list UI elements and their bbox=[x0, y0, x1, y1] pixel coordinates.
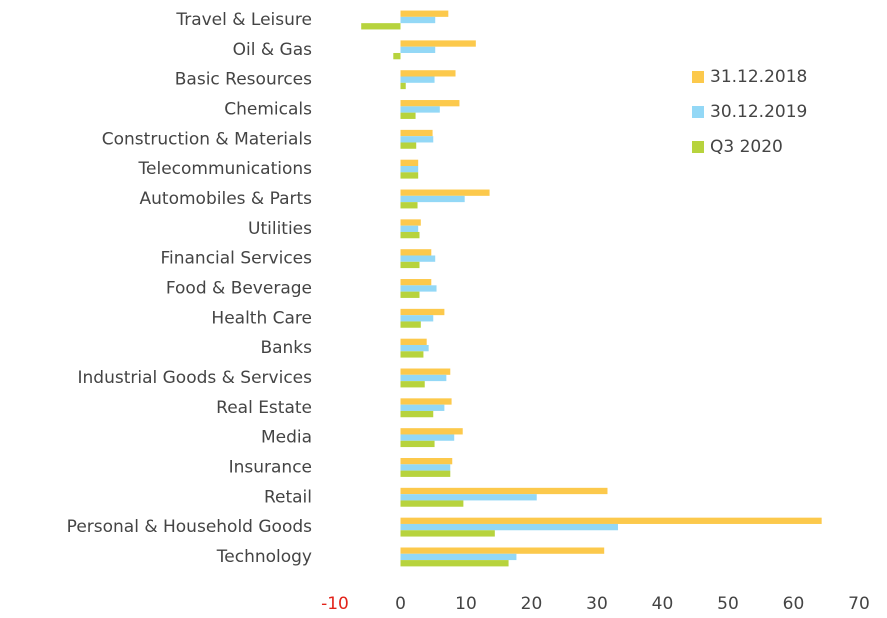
bar bbox=[400, 494, 537, 501]
bar bbox=[400, 368, 451, 375]
bar bbox=[400, 279, 432, 286]
x-tick-label: 30 bbox=[586, 594, 608, 614]
bar bbox=[393, 52, 401, 60]
bar bbox=[400, 76, 435, 83]
bar bbox=[400, 487, 608, 495]
y-tick-label: Technology bbox=[216, 547, 312, 567]
bar bbox=[400, 82, 406, 90]
y-tick-label: Oil & Gas bbox=[233, 40, 312, 60]
bar bbox=[400, 106, 440, 113]
y-tick-label: Telecommunications bbox=[138, 159, 313, 179]
bar bbox=[400, 404, 445, 411]
bar bbox=[400, 70, 456, 77]
legend-swatch bbox=[692, 141, 704, 153]
legend-swatch bbox=[692, 106, 704, 118]
bar bbox=[400, 523, 618, 531]
y-tick-label: Real Estate bbox=[216, 398, 312, 418]
x-tick-label: 50 bbox=[717, 594, 739, 614]
bar bbox=[400, 129, 433, 137]
y-tick-label: Basic Resources bbox=[175, 70, 312, 90]
y-tick-label: Construction & Materials bbox=[102, 129, 312, 149]
y-tick-label: Insurance bbox=[229, 457, 312, 477]
bar bbox=[400, 189, 490, 196]
y-tick-label: Utilities bbox=[248, 219, 312, 239]
bar bbox=[400, 315, 434, 322]
y-tick-label: Media bbox=[261, 428, 312, 448]
bar bbox=[400, 464, 451, 471]
bar bbox=[400, 195, 465, 203]
bar bbox=[400, 16, 436, 24]
bar bbox=[400, 172, 419, 179]
bar bbox=[400, 285, 437, 292]
y-tick-label: Banks bbox=[260, 338, 312, 358]
x-tick-label: 60 bbox=[783, 594, 805, 614]
bar bbox=[400, 249, 432, 256]
bar bbox=[400, 500, 464, 507]
bar bbox=[400, 40, 476, 47]
x-tick-label: -10 bbox=[321, 594, 349, 614]
y-tick-label: Chemicals bbox=[224, 99, 312, 119]
bar bbox=[400, 458, 453, 465]
y-tick-label: Financial Services bbox=[160, 249, 312, 269]
bar bbox=[400, 231, 420, 239]
bar bbox=[400, 136, 434, 143]
bar bbox=[400, 159, 419, 166]
y-tick-label: Personal & Household Goods bbox=[67, 517, 312, 537]
bar bbox=[400, 547, 605, 554]
bar bbox=[400, 219, 421, 226]
x-tick-label: 0 bbox=[395, 594, 406, 614]
x-tick-label: 10 bbox=[455, 594, 477, 614]
bar bbox=[400, 530, 495, 537]
bar bbox=[400, 142, 417, 149]
bar bbox=[400, 434, 455, 441]
bar bbox=[400, 166, 419, 173]
bar bbox=[400, 553, 517, 561]
bar bbox=[400, 344, 429, 352]
legend-label: 31.12.2018 bbox=[710, 67, 807, 87]
bar bbox=[400, 398, 452, 405]
bar bbox=[400, 308, 445, 316]
y-tick-label: Retail bbox=[264, 487, 312, 507]
bar bbox=[400, 351, 424, 358]
y-tick-label: Industrial Goods & Services bbox=[77, 368, 312, 388]
bar bbox=[400, 381, 425, 388]
x-tick-label: 40 bbox=[652, 594, 674, 614]
bar bbox=[400, 428, 463, 435]
bar bbox=[400, 225, 419, 232]
bar bbox=[361, 23, 401, 30]
bar bbox=[400, 440, 435, 448]
bar bbox=[400, 10, 449, 17]
bar bbox=[400, 100, 460, 107]
legend-swatch bbox=[692, 71, 704, 83]
bar bbox=[400, 338, 427, 345]
legend-label: 30.12.2019 bbox=[710, 102, 807, 122]
bar bbox=[400, 202, 418, 209]
x-tick-label: 20 bbox=[521, 594, 543, 614]
y-tick-label: Travel & Leisure bbox=[175, 10, 312, 30]
bar bbox=[400, 517, 822, 524]
y-tick-label: Food & Beverage bbox=[166, 278, 312, 298]
x-tick-label: 70 bbox=[848, 594, 870, 614]
bar bbox=[400, 46, 436, 53]
legend-label: Q3 2020 bbox=[710, 137, 783, 157]
bar bbox=[400, 261, 420, 269]
bar bbox=[400, 410, 434, 418]
bar bbox=[400, 321, 421, 328]
bar bbox=[400, 112, 416, 119]
y-tick-label: Health Care bbox=[211, 308, 312, 328]
bar bbox=[400, 560, 509, 567]
bar bbox=[400, 374, 447, 382]
bar bbox=[400, 470, 451, 477]
bar bbox=[400, 255, 436, 262]
bar bbox=[400, 291, 420, 298]
y-tick-label: Automobiles & Parts bbox=[140, 189, 313, 209]
